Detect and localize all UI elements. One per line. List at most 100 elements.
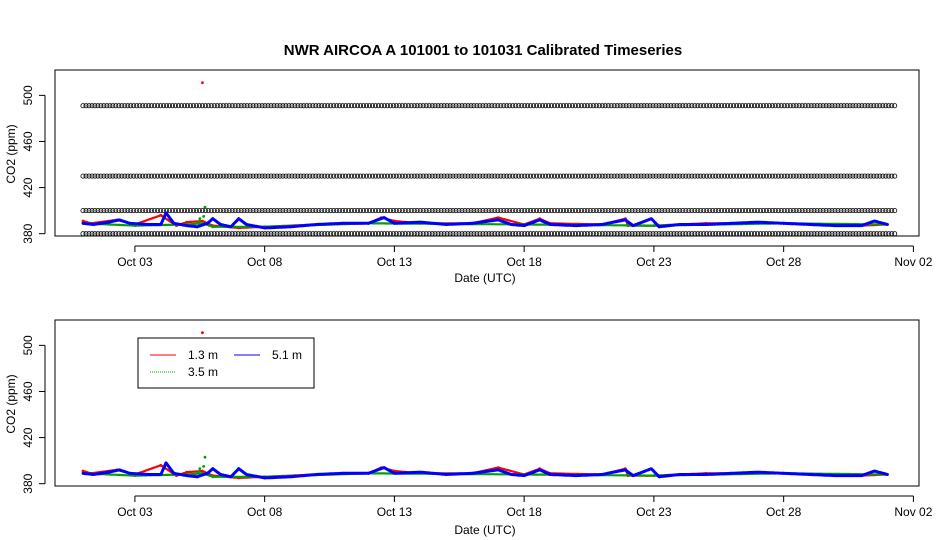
calibration-point [169, 208, 175, 214]
calibration-point [456, 103, 462, 109]
calibration-point [695, 173, 701, 179]
calibration-point [149, 208, 155, 214]
calibration-point [483, 103, 489, 109]
calibration-point [608, 173, 614, 179]
calibration-point [659, 103, 665, 109]
calibration-point [686, 173, 692, 179]
calibration-point [641, 103, 647, 109]
data-point [393, 471, 396, 475]
calibration-point [477, 103, 483, 109]
calibration-point [623, 103, 629, 109]
calibration-point [193, 103, 199, 109]
calibration-point [790, 173, 796, 179]
data-point [146, 223, 150, 226]
calibration-point [143, 103, 149, 109]
calibration-point [599, 173, 605, 179]
y-tick-label: 380 [21, 473, 35, 493]
calibration-point [641, 208, 647, 214]
calibration-point [566, 231, 572, 237]
calibration-point [438, 231, 444, 237]
data-point [548, 473, 552, 476]
calibration-point [701, 231, 707, 237]
calibration-point [190, 173, 196, 179]
calibration-point [471, 231, 477, 237]
calibration-point [322, 103, 328, 109]
calibration-point [620, 208, 626, 214]
calibration-point [244, 231, 250, 237]
calibration-point [340, 173, 346, 179]
series-line-5-1-m [82, 461, 888, 480]
calibration-point [799, 173, 805, 179]
calibration-point [537, 208, 543, 214]
calibration-point [644, 103, 650, 109]
data-point [649, 467, 653, 471]
calibration-point [808, 173, 814, 179]
calibration-point [647, 231, 653, 237]
calibration-point [217, 231, 223, 237]
calibration-point [420, 173, 426, 179]
calibration-point [217, 208, 223, 214]
calibration-point [892, 231, 898, 237]
calibration-point [805, 173, 811, 179]
data-point [195, 225, 199, 229]
calibration-point [340, 231, 346, 237]
data-point [808, 223, 811, 226]
calibration-point [459, 231, 465, 237]
data-point [444, 223, 448, 226]
calibration-point [444, 231, 450, 237]
calibration-point [125, 208, 131, 214]
calibration-point [340, 208, 346, 214]
calibration-point [632, 103, 638, 109]
calibration-point [316, 208, 322, 214]
calibration-point [575, 173, 581, 179]
calibration-point [414, 231, 420, 237]
calibration-point [435, 103, 441, 109]
calibration-point [847, 173, 853, 179]
calibration-point [122, 103, 128, 109]
calibration-point [868, 103, 874, 109]
calibration-point [528, 173, 534, 179]
calibration-point [766, 231, 772, 237]
calibration-point [119, 103, 125, 109]
calibration-point [611, 208, 617, 214]
calibration-point [140, 208, 146, 214]
calibration-point [537, 231, 543, 237]
calibration-point [405, 173, 411, 179]
calibration-point [86, 103, 92, 109]
calibration-point [355, 231, 361, 237]
calibration-point [814, 103, 820, 109]
calibration-point [426, 208, 432, 214]
calibration-point [372, 208, 378, 214]
calibration-point [781, 103, 787, 109]
data-point [782, 471, 785, 475]
calibration-point [181, 173, 187, 179]
calibration-point [707, 208, 713, 214]
calibration-point [95, 208, 101, 214]
calibration-point [734, 103, 740, 109]
data-point [81, 469, 85, 473]
calibration-point [635, 103, 641, 109]
calibration-point [832, 103, 838, 109]
calibration-point [668, 103, 674, 109]
calibration-point [850, 208, 856, 214]
calibration-point [543, 231, 549, 237]
calibration-point [632, 208, 638, 214]
calibration-point [844, 231, 850, 237]
calibration-point [343, 231, 349, 237]
calibration-point [731, 208, 737, 214]
calibration-point [343, 103, 349, 109]
calibration-point [740, 231, 746, 237]
calibration-point [459, 173, 465, 179]
calibration-point [355, 103, 361, 109]
calibration-point [393, 231, 399, 237]
calibration-point [522, 208, 528, 214]
data-point [159, 463, 163, 467]
calibration-point [83, 208, 89, 214]
data-point [81, 471, 85, 475]
calibration-point [125, 103, 131, 109]
calibration-point [814, 173, 820, 179]
calibration-point [343, 173, 349, 179]
calibration-point [552, 231, 558, 237]
calibration-point [223, 208, 229, 214]
data-point [211, 467, 215, 471]
